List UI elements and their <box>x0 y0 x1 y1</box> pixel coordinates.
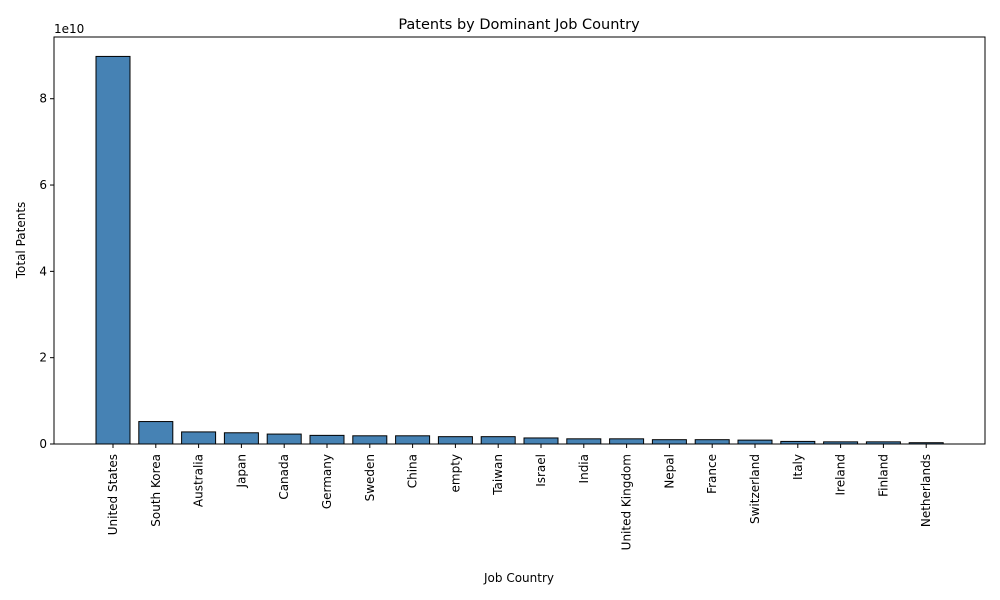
bar-south-korea <box>139 422 173 444</box>
y-tick-label: 2 <box>39 351 47 365</box>
x-tick-label: India <box>577 454 591 483</box>
y-offset-text: 1e10 <box>54 22 84 36</box>
bar-switzerland <box>738 440 772 444</box>
bar-sweden <box>353 436 387 444</box>
x-tick-label: empty <box>448 454 462 493</box>
y-tick-label: 0 <box>39 437 47 451</box>
bar-israel <box>524 438 558 444</box>
x-tick-label: Netherlands <box>919 454 933 527</box>
x-tick-label: Finland <box>876 454 890 497</box>
bar-germany <box>310 435 344 444</box>
y-tick-label: 8 <box>39 92 47 106</box>
bars-layer <box>96 56 943 444</box>
x-tick-label: Germany <box>320 454 334 509</box>
y-tick-label: 6 <box>39 178 47 192</box>
bar-france <box>695 440 729 444</box>
x-tick-label: France <box>705 454 719 494</box>
bar-empty <box>438 437 472 444</box>
bar-nepal <box>652 440 686 444</box>
x-tick-label: Israel <box>534 454 548 487</box>
bar-united-kingdom <box>610 439 644 444</box>
x-tick-label: Sweden <box>363 454 377 501</box>
x-tick-label: Italy <box>791 454 805 480</box>
x-tick-label: Ireland <box>834 454 848 496</box>
x-tick-label: Canada <box>277 454 291 500</box>
y-axis: 0 2 4 6 8 <box>39 92 54 451</box>
x-tick-label: China <box>406 454 420 488</box>
bar-japan <box>224 433 258 444</box>
x-tick-label: United States <box>106 454 120 535</box>
bar-australia <box>182 432 216 444</box>
bar-canada <box>267 434 301 444</box>
y-axis-label: Total Patents <box>14 202 28 280</box>
bar-india <box>567 439 601 444</box>
x-axis-label: Job Country <box>483 571 554 585</box>
x-tick-label: United Kingdom <box>620 454 634 550</box>
x-axis: United States South Korea Australia Japan Ca… <box>106 444 933 550</box>
x-tick-label: Taiwan <box>491 454 505 496</box>
y-tick-label: 4 <box>39 264 47 278</box>
chart-title: Patents by Dominant Job Country <box>398 17 640 33</box>
x-tick-label: Switzerland <box>748 454 762 524</box>
bar-china <box>396 436 430 444</box>
plot-frame <box>54 37 985 444</box>
x-tick-label: Australia <box>192 454 206 507</box>
x-tick-label: Nepal <box>662 454 676 489</box>
bar-taiwan <box>481 437 515 444</box>
x-tick-label: Japan <box>234 454 248 488</box>
x-tick-label: South Korea <box>149 454 163 527</box>
bar-united-states <box>96 56 130 444</box>
